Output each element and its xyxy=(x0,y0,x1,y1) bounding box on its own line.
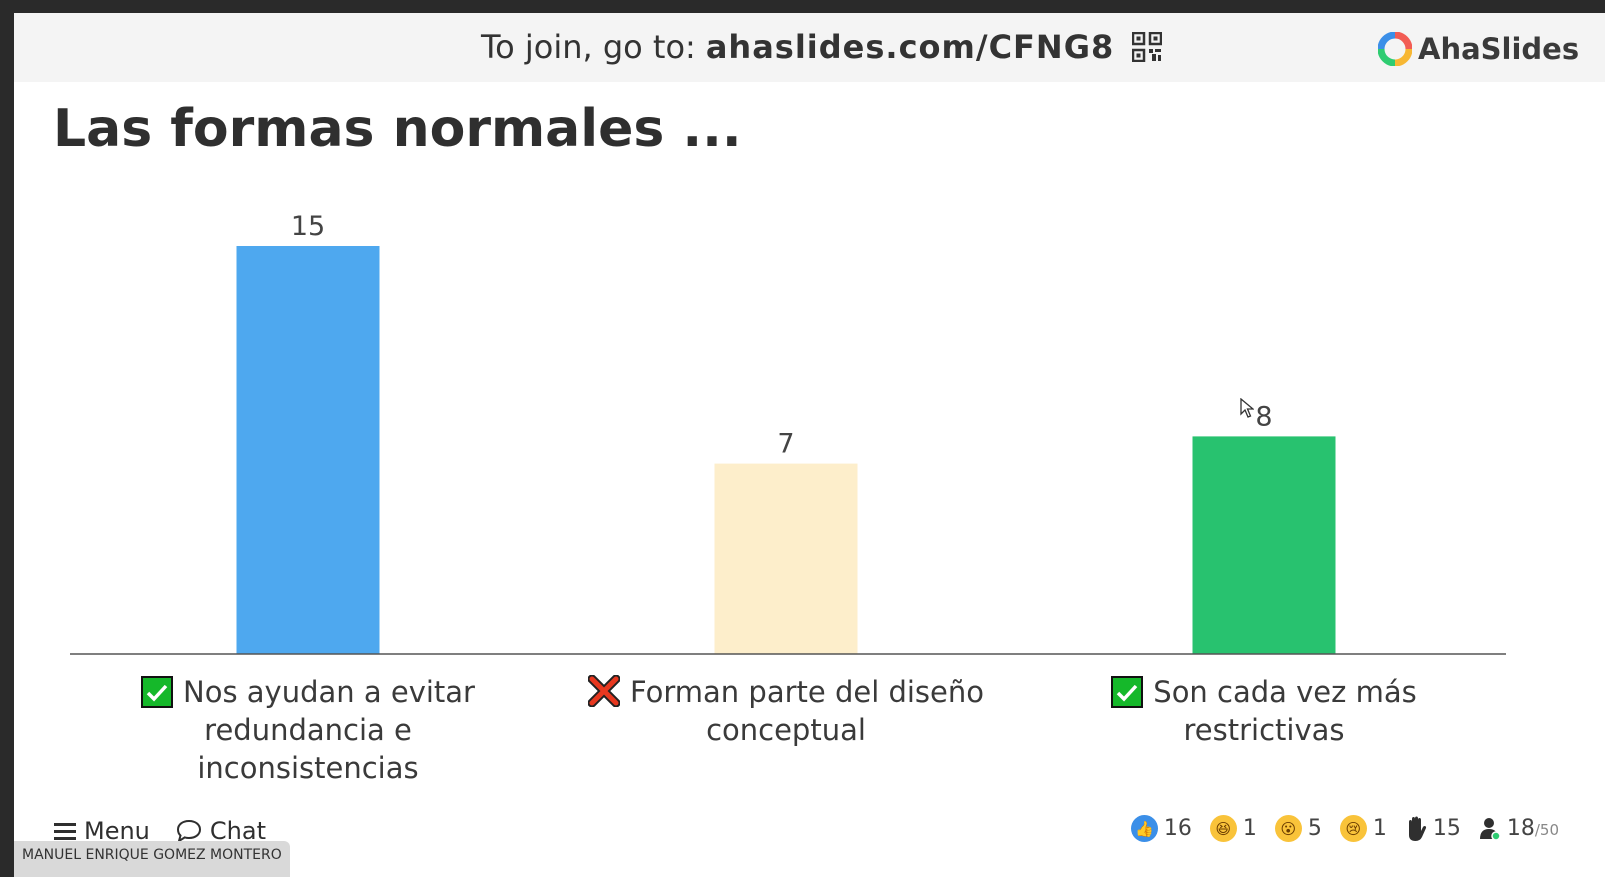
bar-1 xyxy=(236,246,380,654)
raised-hands: 15 xyxy=(1405,816,1461,842)
option-label-2: Forman parte del diseño conceptual xyxy=(586,673,986,749)
raised-hands-count: 15 xyxy=(1432,816,1461,841)
chat-button[interactable]: Chat xyxy=(176,817,266,845)
menu-icon xyxy=(54,823,76,840)
reaction-wow: 😮 5 xyxy=(1274,815,1322,842)
option-text: Nos ayudan a evitar redundancia e incons… xyxy=(183,675,475,785)
option-label-1: Nos ayudan a evitar redundancia e incons… xyxy=(108,673,508,787)
chat-label: Chat xyxy=(209,817,266,845)
menu-button[interactable]: Menu xyxy=(54,817,150,845)
correct-check-icon xyxy=(1111,676,1144,708)
bar-3 xyxy=(1192,436,1336,654)
chat-bubble-icon xyxy=(176,819,201,843)
bar-value-label-2: 7 xyxy=(777,429,794,460)
bar-value-label-3: 8 xyxy=(1255,401,1272,432)
audience-max: /50 xyxy=(1534,821,1559,839)
reaction-laugh: 😆 1 xyxy=(1209,815,1257,842)
audience-reactions: 👍 16 😆 1 😮 5 😢 1 15 18/50 xyxy=(1130,815,1559,842)
laugh-count: 1 xyxy=(1242,816,1257,841)
sad-emoji-icon: 😢 xyxy=(1339,815,1367,842)
raised-hand-icon xyxy=(1408,816,1426,841)
audience-count: 18/50 xyxy=(1479,816,1559,841)
mouse-cursor-icon xyxy=(1240,398,1254,418)
ahaslides-logo: AhaSlides xyxy=(1378,29,1579,69)
reaction-sad: 😢 1 xyxy=(1339,815,1387,842)
thumbs-up-icon: 👍 xyxy=(1130,815,1158,842)
join-code[interactable]: ahaslides.com/CFNG8 xyxy=(705,28,1115,66)
menu-label: Menu xyxy=(84,817,150,845)
audience-current: 18 xyxy=(1506,816,1535,841)
brand-name: AhaSlides xyxy=(1418,32,1580,66)
ahaslides-logo-icon xyxy=(1378,32,1412,66)
sad-count: 1 xyxy=(1372,816,1387,841)
audience-user-icon xyxy=(1479,817,1501,841)
slide-title: Las formas normales ... xyxy=(53,99,742,159)
bar-value-label-1: 15 xyxy=(291,211,325,242)
top-bar: To join, go to: ahaslides.com/CFNG8 xyxy=(14,13,1605,82)
option-label-3: Son cada vez más restrictivas xyxy=(1064,673,1464,749)
surprised-emoji-icon: 😮 xyxy=(1274,815,1302,842)
join-prefix: To join, go to: xyxy=(481,28,696,66)
reaction-like: 👍 16 xyxy=(1130,815,1192,842)
presentation-window: To join, go to: ahaslides.com/CFNG8 xyxy=(14,13,1605,877)
bar-2 xyxy=(714,463,858,654)
like-count: 16 xyxy=(1163,816,1192,841)
laughing-emoji-icon: 😆 xyxy=(1209,815,1237,842)
correct-check-icon xyxy=(141,676,174,708)
option-text: Forman parte del diseño conceptual xyxy=(629,675,985,747)
join-instructions: To join, go to: ahaslides.com/CFNG8 xyxy=(481,25,1163,69)
incorrect-cross-icon xyxy=(587,674,621,708)
option-text: Son cada vez más restrictivas xyxy=(1153,675,1417,747)
presenter-name-tag: MANUEL ENRIQUE GOMEZ MONTERO xyxy=(14,841,290,877)
wow-count: 5 xyxy=(1307,816,1322,841)
qr-code-icon[interactable] xyxy=(1132,32,1163,62)
footer-controls: Menu Chat xyxy=(54,817,266,845)
